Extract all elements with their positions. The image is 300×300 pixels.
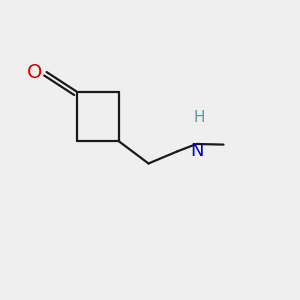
Text: N: N (190, 142, 203, 160)
Text: H: H (193, 110, 205, 125)
Text: O: O (27, 62, 43, 82)
